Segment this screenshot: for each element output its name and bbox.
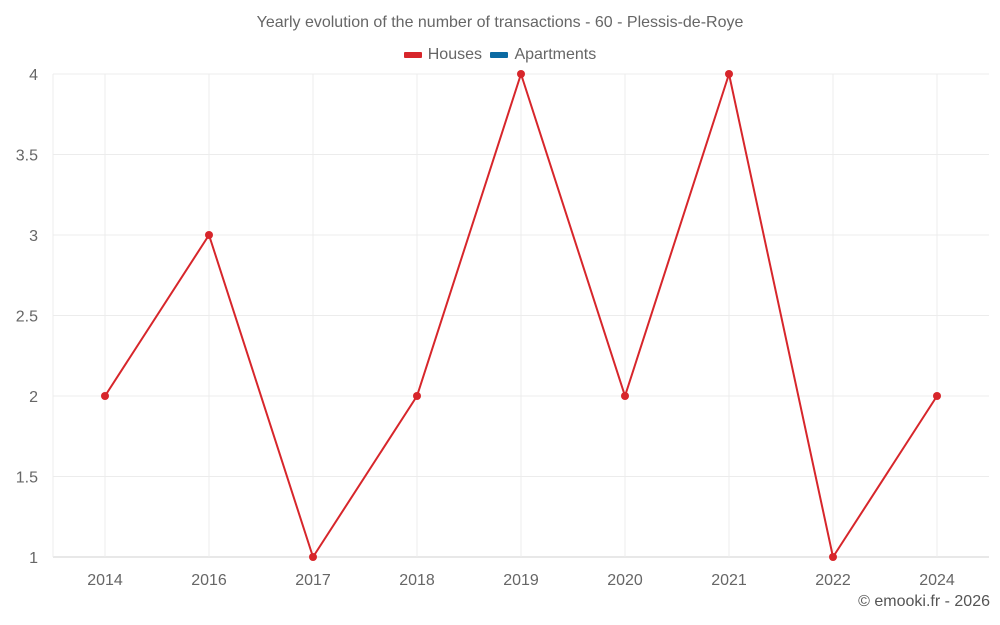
data-point[interactable] bbox=[829, 553, 837, 561]
x-tick-label: 2014 bbox=[87, 572, 123, 589]
y-tick-label: 4 bbox=[29, 67, 38, 84]
y-tick-label: 2 bbox=[29, 389, 38, 406]
legend-label-apartments: Apartments bbox=[514, 46, 597, 63]
y-tick-label: 2.5 bbox=[16, 309, 38, 326]
chart-legend: Houses Apartments bbox=[0, 45, 1000, 64]
x-tick-label: 2022 bbox=[815, 572, 851, 589]
legend-item-houses[interactable]: Houses bbox=[403, 46, 482, 64]
houses-swatch-icon bbox=[403, 52, 422, 58]
data-point[interactable] bbox=[933, 392, 941, 400]
x-tick-label: 2021 bbox=[711, 572, 747, 589]
apartments-swatch-icon bbox=[490, 52, 509, 58]
data-point[interactable] bbox=[101, 392, 109, 400]
x-tick-label: 2019 bbox=[503, 572, 539, 589]
data-point[interactable] bbox=[205, 231, 213, 239]
chart-title: Yearly evolution of the number of transa… bbox=[256, 14, 744, 31]
y-tick-label: 3 bbox=[29, 228, 38, 245]
data-point[interactable] bbox=[309, 553, 317, 561]
legend-item-apartments[interactable]: Apartments bbox=[490, 46, 596, 64]
y-tick-label: 3.5 bbox=[16, 148, 38, 165]
x-tick-label: 2018 bbox=[399, 572, 435, 589]
x-tick-label: 2016 bbox=[191, 572, 227, 589]
data-point[interactable] bbox=[725, 70, 733, 78]
y-tick-label: 1.5 bbox=[16, 470, 38, 487]
copyright-credit: © emooki.fr - 2026 bbox=[858, 593, 990, 610]
y-tick-label: 1 bbox=[29, 550, 38, 567]
data-point[interactable] bbox=[413, 392, 421, 400]
grid bbox=[52, 73, 989, 558]
x-tick-label: 2017 bbox=[295, 572, 331, 589]
data-point[interactable] bbox=[621, 392, 629, 400]
x-tick-label: 2024 bbox=[919, 572, 955, 589]
data-point[interactable] bbox=[517, 70, 525, 78]
x-tick-label: 2020 bbox=[607, 572, 643, 589]
series-houses bbox=[101, 70, 941, 561]
legend-label-houses: Houses bbox=[427, 46, 482, 63]
